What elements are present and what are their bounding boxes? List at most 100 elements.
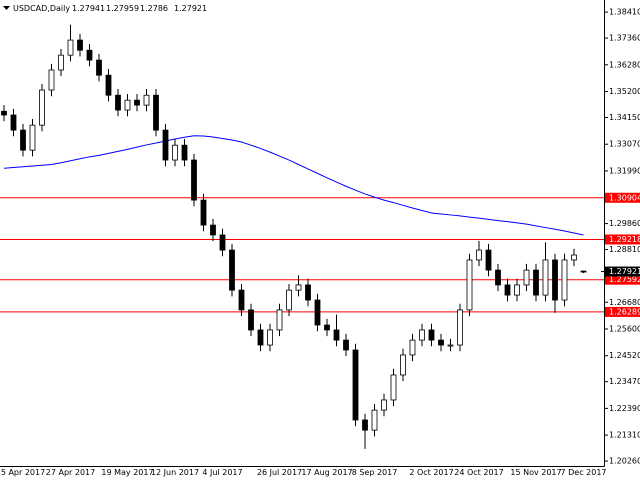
header-open: 1.27941 <box>72 4 105 13</box>
y-tick-label: 1.24520 <box>609 351 640 360</box>
candle-body <box>200 199 207 226</box>
candle-body <box>457 309 463 346</box>
level-label-box <box>605 274 640 285</box>
y-tick-label: 1.28810 <box>609 245 640 254</box>
x-tick-label: 15 Nov 2017 <box>510 468 561 477</box>
y-tick-label: 1.21310 <box>609 431 640 440</box>
candle-body <box>561 259 568 301</box>
candle-body <box>267 329 273 346</box>
candle-body <box>504 284 511 296</box>
candle-body <box>286 289 292 311</box>
candle-body <box>162 129 169 161</box>
candle-body <box>314 299 321 326</box>
level-label-box <box>605 192 640 203</box>
candle-body <box>343 339 349 351</box>
candle-body <box>428 329 435 341</box>
header-high: 1.27959 <box>106 4 139 13</box>
candle-body <box>438 339 444 346</box>
candle-body <box>276 309 283 331</box>
candle-body <box>485 249 492 271</box>
header-low: 1.2786 <box>140 4 168 13</box>
moving-average <box>3 135 584 236</box>
y-tick-label: 1.35200 <box>609 87 640 96</box>
candle-body <box>153 94 159 131</box>
level-label: 1.29218 <box>609 235 640 244</box>
candle-body <box>86 49 93 61</box>
y-tick-label: 1.31990 <box>609 166 640 175</box>
candle-body <box>324 324 330 331</box>
x-tick-label: 4 Jul 2017 <box>202 468 242 477</box>
y-tick-label: 1.25600 <box>609 324 640 333</box>
candle-body <box>514 284 520 296</box>
candle-body <box>476 249 482 261</box>
candle-body <box>96 59 102 76</box>
header-arrow[interactable] <box>3 6 10 10</box>
y-tick-label: 1.26680 <box>609 298 640 307</box>
x-tick-label: 17 Aug 2017 <box>301 468 352 477</box>
x-tick-label: 5 Apr 2017 <box>1 468 45 477</box>
candle-body <box>371 409 378 431</box>
candle-body <box>447 344 454 347</box>
candle-body <box>143 94 150 106</box>
x-tick-label: 8 Sep 2017 <box>352 468 398 477</box>
current-price-box <box>605 266 640 277</box>
candle-body <box>495 269 501 286</box>
y-tick-label: 1.36280 <box>609 60 640 69</box>
candle-body <box>580 270 587 273</box>
candle-body <box>352 349 359 421</box>
candle-body <box>229 249 235 291</box>
candle-body <box>191 159 197 201</box>
candle-body <box>523 269 530 286</box>
candle-body <box>419 329 425 341</box>
x-tick-label: 2 Oct 2017 <box>409 468 453 477</box>
y-tick-label: 1.20260 <box>609 457 640 466</box>
candle-body <box>181 144 188 161</box>
candle-body <box>305 284 311 301</box>
candle-body <box>381 399 387 411</box>
candle-body <box>39 89 45 126</box>
candle-body <box>390 374 397 401</box>
level-label-box <box>605 306 640 317</box>
candle-body <box>10 114 17 131</box>
candle-body <box>210 224 216 236</box>
candle-body <box>67 39 74 56</box>
y-tick-label: 1.38410 <box>609 8 640 17</box>
candle-body <box>77 39 83 51</box>
x-tick-label: 7 Dec 2017 <box>560 468 606 477</box>
candle-body <box>1 110 7 116</box>
candle-body <box>172 144 178 161</box>
x-tick-label: 26 Jul 2017 <box>257 468 302 477</box>
candle-body <box>124 99 131 111</box>
candle-body <box>362 419 368 431</box>
candle-body <box>542 259 549 296</box>
level-label: 1.30904 <box>609 193 640 202</box>
level-label: 1.27592 <box>609 275 640 284</box>
candle-body <box>533 269 539 296</box>
y-tick-label: 1.37360 <box>609 34 640 43</box>
candle-body <box>295 284 302 291</box>
candle-body <box>238 289 245 311</box>
x-tick-label: 24 Oct 2017 <box>454 468 503 477</box>
candle-body <box>466 259 473 311</box>
x-tick-label: 19 May 2017 <box>101 468 153 477</box>
candle-body <box>29 124 36 151</box>
y-tick-label: 1.29860 <box>609 219 640 228</box>
header-close: 1.27921 <box>174 4 207 13</box>
current-price-label: 1.27921 <box>609 267 640 276</box>
y-tick-label: 1.23470 <box>609 377 640 386</box>
level-label-box <box>605 234 640 245</box>
candle-body <box>248 309 254 331</box>
x-tick-label: 12 Jun 2017 <box>151 468 199 477</box>
candle-body <box>571 254 577 261</box>
candle-body <box>333 329 340 341</box>
candle-body <box>58 54 64 71</box>
level-label: 1.26289 <box>609 307 640 316</box>
y-tick-label: 1.22390 <box>609 404 640 413</box>
x-tick-label: 27 Apr 2017 <box>46 468 95 477</box>
candle-body <box>257 329 264 346</box>
candle-body <box>552 259 558 301</box>
candle-body <box>134 99 140 106</box>
